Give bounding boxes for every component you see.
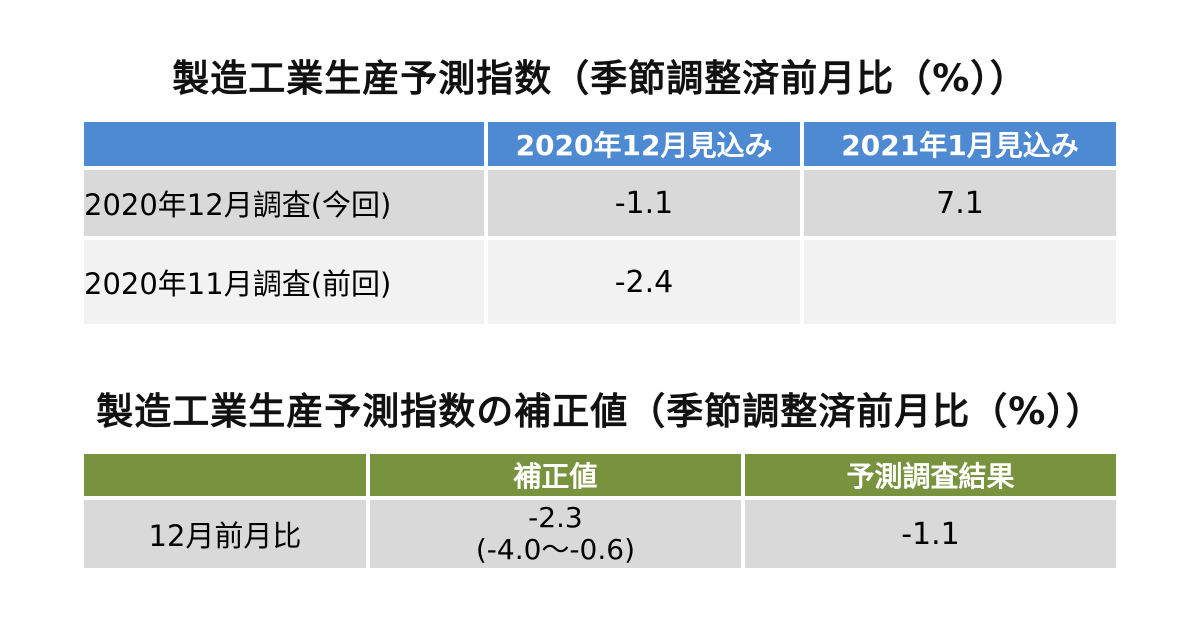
- header-cell-empty: [79, 118, 489, 170]
- corrected-table-header-row: 補正値 予測調査結果: [80, 450, 1121, 500]
- value-dec-outlook-current: -1.1: [484, 166, 804, 240]
- header-cell-jan-2021-outlook: 2021年1月見込み: [800, 118, 1120, 170]
- row-label-previous-survey: 2020年11月調査(前回): [79, 236, 489, 328]
- forecast-index-table: 2020年12月見込み 2021年1月見込み 2020年12月調査(今回) -1…: [79, 118, 1120, 328]
- value-dec-outlook-previous: -2.4: [484, 236, 804, 328]
- value-corrected-range: (-4.0〜-0.6): [475, 533, 635, 566]
- row-label-december-mom: 12月前月比: [80, 496, 370, 572]
- value-forecast-result: -1.1: [740, 496, 1121, 572]
- table-row-december-mom: 12月前月比 -2.3 (-4.0〜-0.6) -1.1: [80, 496, 1121, 572]
- row-label-current-survey: 2020年12月調査(今回): [79, 166, 489, 240]
- header-cell-empty: [80, 450, 370, 500]
- forecast-index-title: 製造工業生産予測指数（季節調整済前月比（%））: [172, 57, 1028, 100]
- corrected-index-table: 補正値 予測調査結果 12月前月比 -2.3 (-4.0〜-0.6) -1.1: [80, 450, 1121, 572]
- value-corrected: -2.3 (-4.0〜-0.6): [365, 496, 745, 572]
- value-jan-outlook-previous: [800, 236, 1120, 328]
- corrected-index-title: 製造工業生産予測指数の補正値（季節調整済前月比（%））: [96, 390, 1104, 433]
- forecast-table-header-row: 2020年12月見込み 2021年1月見込み: [79, 118, 1120, 170]
- value-corrected-main: -2.3: [528, 500, 583, 534]
- value-jan-outlook-current: 7.1: [800, 166, 1120, 240]
- table-row-nov-2020-survey: 2020年11月調査(前回) -2.4: [79, 236, 1120, 328]
- table-row-dec-2020-survey: 2020年12月調査(今回) -1.1 7.1: [79, 166, 1120, 240]
- header-cell-corrected-value: 補正値: [365, 450, 745, 500]
- header-cell-forecast-result: 予測調査結果: [740, 450, 1121, 500]
- header-cell-dec-2020-outlook: 2020年12月見込み: [484, 118, 804, 170]
